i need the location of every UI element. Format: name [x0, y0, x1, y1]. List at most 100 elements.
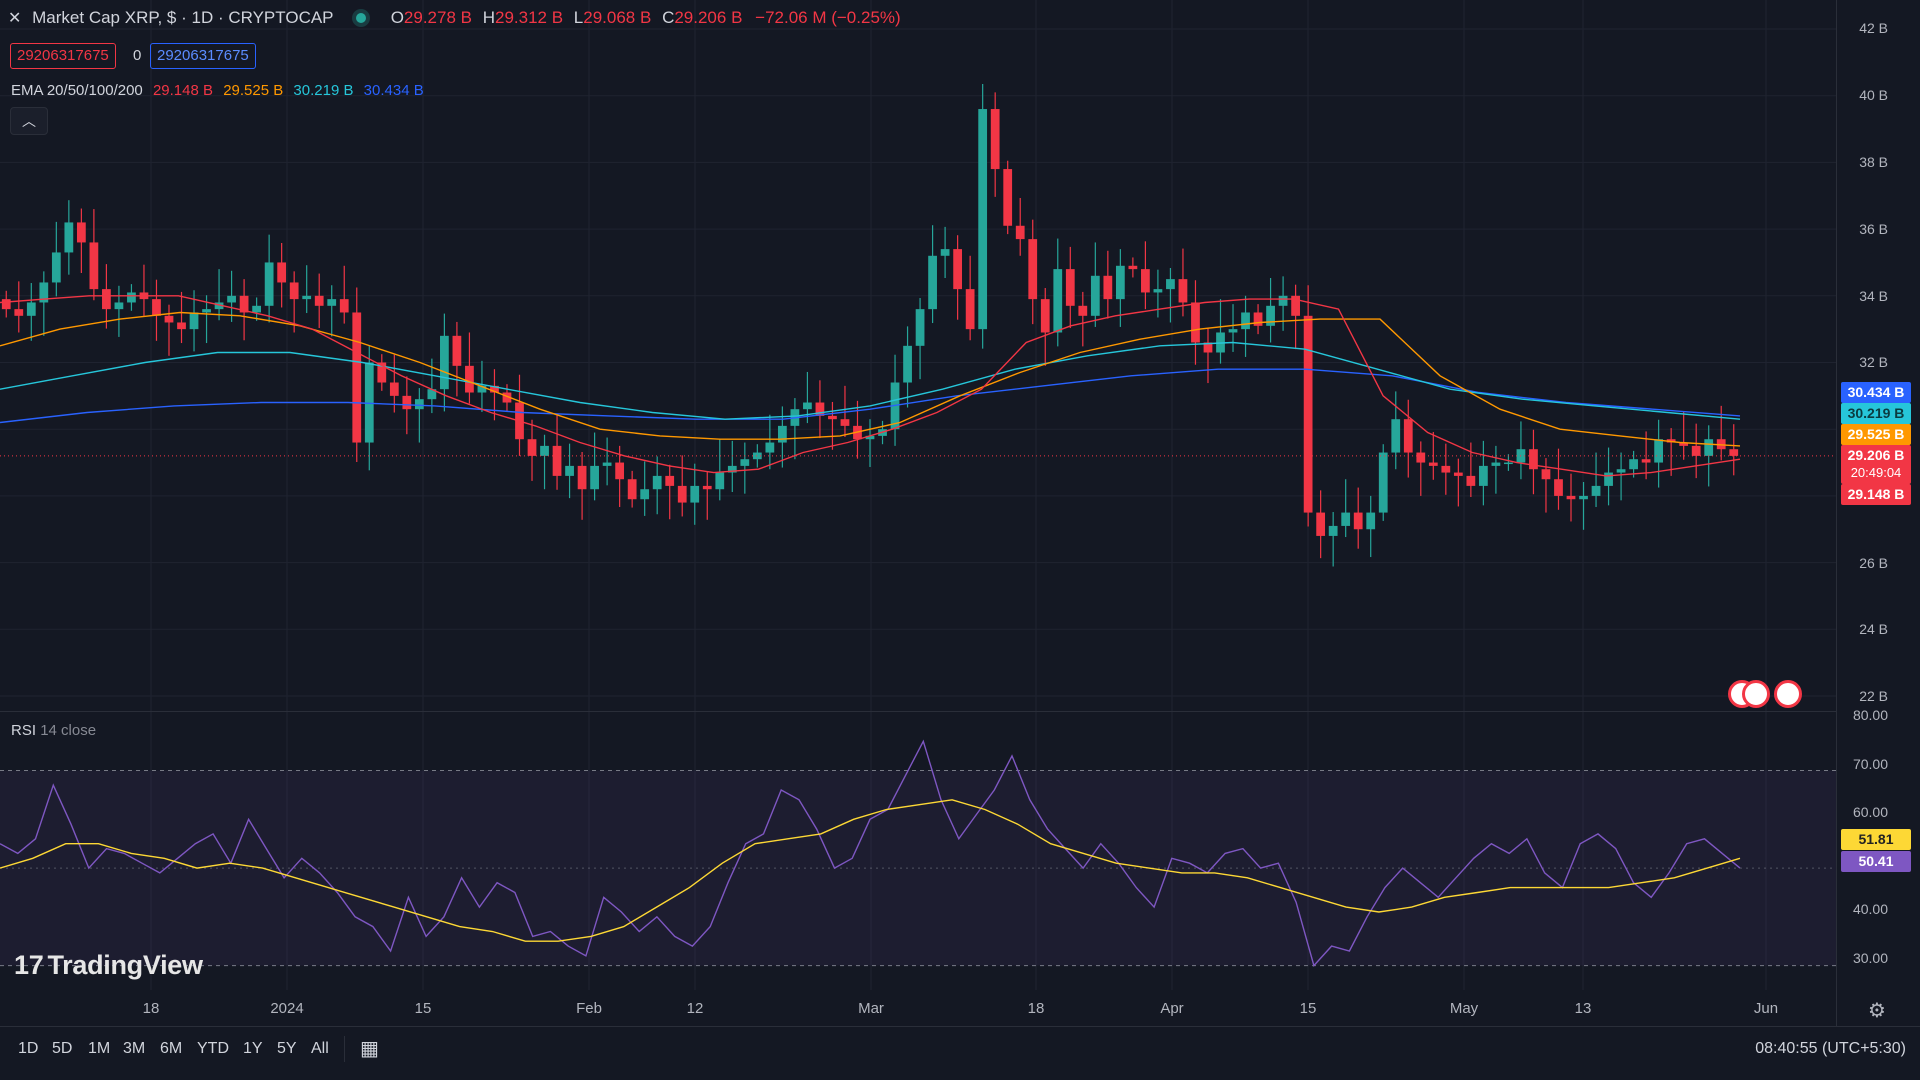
candle-body [1391, 419, 1401, 453]
ema200-value: 30.434 B [363, 82, 424, 99]
candle-body [677, 485, 687, 503]
range-1m-button[interactable]: 1M [88, 1040, 111, 1057]
ema200-price-tag: 30.434 B [1841, 382, 1911, 403]
candle-body [389, 382, 399, 396]
ema20-value: 29.148 B [152, 82, 214, 99]
candle-body [953, 249, 963, 290]
price-tick: 42 B [1859, 20, 1888, 36]
candle-body [1341, 512, 1351, 526]
pane-separator[interactable] [0, 711, 1836, 712]
last-price-tag: 29.206 B 20:49:04 [1841, 445, 1911, 484]
brand-name: TradingView [47, 950, 203, 980]
ohlc-low-value: 29.068 B [583, 8, 652, 27]
candle-body [252, 305, 261, 313]
candle-body [26, 302, 36, 316]
candle-body [1428, 462, 1438, 466]
candle-body [828, 415, 837, 420]
price-chart[interactable] [0, 0, 1920, 1026]
candle-body [51, 252, 61, 283]
range-3m-button[interactable]: 3M [123, 1040, 146, 1057]
candle-body [715, 472, 725, 490]
rsi-ma-line [0, 799, 1741, 942]
time-tick: 13 [1574, 1000, 1592, 1017]
time-tick: 12 [686, 1000, 704, 1017]
market-status-icon[interactable] [355, 13, 366, 24]
tradingview-logo-icon: 17 [14, 950, 44, 980]
ema50-line [0, 311, 1741, 447]
candle-body [1366, 512, 1376, 530]
candle-body [89, 242, 99, 290]
candle-body [402, 395, 412, 410]
rsi-line [0, 739, 1741, 968]
spread-value: 0 [133, 47, 142, 64]
ema100-value: 30.219 B [293, 82, 354, 99]
candle-body [590, 465, 599, 490]
buy-button[interactable]: 29206317675 [150, 43, 256, 69]
candle-body [1378, 452, 1388, 513]
candle-body [152, 299, 161, 316]
ema50-value: 29.525 B [223, 82, 284, 99]
candle-body [1241, 312, 1250, 330]
us-flag-event-icon[interactable] [1774, 680, 1802, 708]
candle-body [1441, 465, 1451, 473]
ema200-line [0, 368, 1741, 424]
ema-legend[interactable]: EMA 20/50/100/200 29.148 B 29.525 B 30.2… [11, 82, 430, 99]
range-ytd-button[interactable]: YTD [197, 1040, 229, 1057]
candle-body [752, 452, 762, 460]
candle-body [978, 109, 988, 330]
range-all-button[interactable]: All [311, 1040, 329, 1057]
candle-body [264, 262, 274, 306]
symbol-title[interactable]: Market Cap XRP, $ · 1D · CRYPTOCAP [32, 8, 334, 27]
clock-timezone[interactable]: 08:40:55 (UTC+5:30) [1755, 1040, 1906, 1057]
tradingview-logo[interactable]: 17 TradingView [14, 950, 203, 981]
price-tick: 22 B [1859, 688, 1888, 704]
ema-label: EMA 20/50/100/200 [11, 82, 143, 99]
sell-button[interactable]: 29206317675 [10, 43, 116, 69]
range-6m-button[interactable]: 6M [160, 1040, 183, 1057]
candle-body [1629, 459, 1638, 470]
candle-body [1554, 479, 1563, 496]
rsi-tick: 70.00 [1852, 756, 1888, 772]
gear-icon[interactable]: ⚙ [1868, 1000, 1886, 1022]
candle-body [14, 309, 24, 316]
range-5y-button[interactable]: 5Y [277, 1040, 297, 1057]
candle-body [665, 475, 675, 486]
range-1d-button[interactable]: 1D [18, 1040, 39, 1057]
candle-body [1078, 305, 1088, 316]
close-icon[interactable]: ✕ [8, 10, 22, 27]
candle-body [840, 419, 850, 426]
candle-body [1166, 279, 1175, 290]
rsi-params: 14 close [40, 722, 97, 739]
candle-body [277, 262, 287, 283]
candle-body [1028, 239, 1038, 300]
candle-body [903, 345, 912, 383]
candle-body [1691, 445, 1701, 456]
candle-body [1529, 449, 1538, 470]
candle-body [1679, 442, 1689, 446]
candle-body [339, 299, 349, 313]
calendar-range-icon[interactable]: ▦ [360, 1038, 379, 1060]
range-5d-button[interactable]: 5D [52, 1040, 73, 1057]
rsi-legend[interactable]: RSI 14 close [11, 722, 96, 739]
time-tick: Apr [1160, 1000, 1184, 1017]
range-1y-button[interactable]: 1Y [243, 1040, 263, 1057]
candle-body [740, 459, 750, 466]
candle-body [490, 385, 499, 393]
candle-body [1504, 462, 1513, 465]
candle-body [327, 299, 337, 306]
candle-body [1616, 469, 1626, 473]
candle-body [1141, 269, 1150, 293]
candle-body [440, 335, 449, 390]
us-flag-event-icon[interactable] [1742, 680, 1770, 708]
candle-body [803, 402, 812, 410]
time-tick: 18 [1027, 1000, 1045, 1017]
candle-body [1103, 275, 1113, 300]
candle-body [602, 462, 612, 466]
candle-body [1228, 329, 1238, 333]
candle-body [302, 295, 312, 300]
candle-body [1291, 295, 1300, 316]
ohlc-close-label: C [662, 8, 675, 27]
collapse-legend-button[interactable]: ︿ [10, 107, 48, 135]
candle-body [1641, 459, 1651, 463]
candle-body [1266, 305, 1275, 326]
